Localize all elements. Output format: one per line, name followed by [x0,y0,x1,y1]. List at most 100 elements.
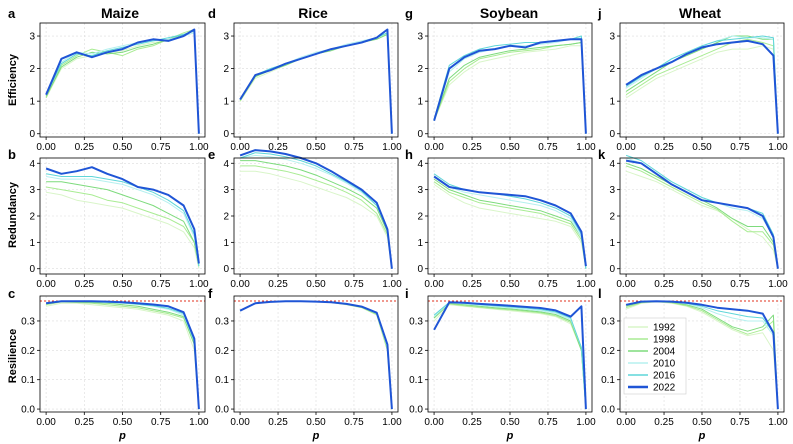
series-line-2022 [239,149,393,269]
x-tick-label: 0.50 [306,417,326,428]
y-tick-label: 0 [417,264,423,275]
series-line-2022 [433,301,587,410]
y-tick-label: 0.3 [215,316,229,327]
y-tick-label: 3 [609,185,615,196]
panel-resilience-wheat: 0.0 0.1 0.2 0.3 0.00 0.25 0.50 0.75 1.00 p l [598,286,788,442]
x-tick-label: 0.75 [538,279,558,290]
panel-redundancy-soybean: 0 1 2 3 4 0.00 0.25 0.50 0.75 1.00 h [405,147,596,290]
legend-label-1998: 1998 [653,335,676,346]
x-axis-label: p [312,430,320,442]
panel-resilience-soybean: 0.0 0.1 0.2 0.3 0.00 0.25 0.50 0.75 1.00 p i [405,286,596,442]
series-line-1998 [240,165,393,269]
y-tick-label: 0 [29,129,35,140]
y-tick-label: 4 [29,159,35,170]
x-tick-label: 0.75 [344,279,364,290]
legend-label-2010: 2010 [653,359,676,370]
x-tick-label: 0.75 [730,417,750,428]
series-line-1992 [625,170,779,269]
series-line-2022 [45,28,200,134]
series-line-2004 [433,302,587,410]
series-line-2022 [625,39,779,134]
y-tick-label: 2 [223,64,229,75]
y-tick-label: 3 [223,32,229,43]
x-tick-label: 1.00 [382,142,402,153]
x-tick-label: 0.25 [75,142,95,153]
y-tick-label: 0.0 [409,405,423,416]
series-line-1998 [45,29,200,134]
y-tick-label: 1 [223,238,229,249]
panel-letter-i: i [405,286,409,301]
series-line-1992 [46,302,200,410]
x-tick-label: 0.25 [268,417,288,428]
panel-letter-c: c [8,286,15,301]
series-line-1998 [625,38,779,134]
row-label-efficiency: Efficiency [7,53,19,106]
y-tick-label: 0.1 [21,375,35,386]
legend-label-2016: 2016 [653,371,676,382]
x-tick-label: 0.50 [692,279,712,290]
y-tick-label: 0 [417,129,423,140]
x-tick-label: 0.75 [538,142,558,153]
x-tick-label: 0.00 [424,279,444,290]
panel-efficiency-maize: 0 1 2 3 0.00 0.25 0.50 0.75 1.00 a [8,6,209,153]
series-line-2004 [45,30,200,134]
x-tick-label: 0.75 [151,142,171,153]
y-tick-label: 0.0 [21,405,35,416]
panel-redundancy-wheat: 0 1 2 3 4 0.00 0.25 0.50 0.75 1.00 k [598,147,788,290]
x-tick-label: 1.00 [768,417,788,428]
series-line-1992 [433,45,587,134]
y-tick-label: 2 [29,212,35,223]
panel-efficiency-soybean: 0 1 2 3 0.00 0.25 0.50 0.75 1.00 g [405,6,596,153]
x-tick-label: 1.00 [576,279,596,290]
y-tick-label: 0 [609,129,615,140]
y-tick-label: 4 [609,159,615,170]
series-line-1998 [625,165,779,269]
row-label-resilience: Resilience [7,329,19,383]
row-label-redundancy: Redundancy [7,181,19,248]
series-line-2004 [625,162,779,269]
y-tick-label: 1 [29,238,35,249]
y-tick-label: 0.1 [409,375,423,386]
series-line-2022 [239,300,393,410]
y-tick-label: 0.2 [215,346,229,357]
panel-letter-a: a [8,6,16,21]
series-line-2004 [433,178,587,269]
x-tick-label: 0.50 [306,279,326,290]
y-tick-label: 0.0 [601,405,615,416]
x-tick-label: 0.75 [151,279,171,290]
series-line-2016 [46,173,200,267]
series-line-1998 [433,181,587,269]
x-tick-label: 0.00 [616,142,636,153]
panel-letter-b: b [8,147,16,162]
series-line-2004 [240,160,393,269]
y-tick-label: 2 [609,64,615,75]
x-tick-label: 0.00 [616,279,636,290]
series-line-2022 [625,159,779,269]
y-tick-label: 0.2 [601,346,615,357]
y-tick-label: 0.3 [21,316,35,327]
x-tick-label: 0.25 [462,142,482,153]
panel-efficiency-rice: 0 1 2 3 0.00 0.25 0.50 0.75 1.00 d [208,6,402,153]
legend-label-2004: 2004 [653,347,676,358]
y-tick-label: 1 [29,97,35,108]
y-tick-label: 4 [223,159,229,170]
x-tick-label: 1.00 [189,417,209,428]
x-tick-label: 0.25 [462,417,482,428]
column-title-wheat: Wheat [679,5,721,21]
x-tick-label: 0.50 [500,417,520,428]
x-tick-label: 1.00 [382,417,402,428]
x-tick-label: 0.00 [36,417,56,428]
x-tick-label: 0.50 [500,279,520,290]
y-tick-label: 0 [29,264,35,275]
y-tick-label: 3 [417,185,423,196]
y-tick-label: 1 [609,97,615,108]
y-tick-label: 2 [609,212,615,223]
series-line-2016 [625,154,779,269]
y-tick-label: 3 [223,185,229,196]
series-line-2010 [46,176,200,267]
x-tick-label: 0.75 [538,417,558,428]
x-tick-label: 0.75 [344,417,364,428]
series-line-2010 [433,176,587,269]
